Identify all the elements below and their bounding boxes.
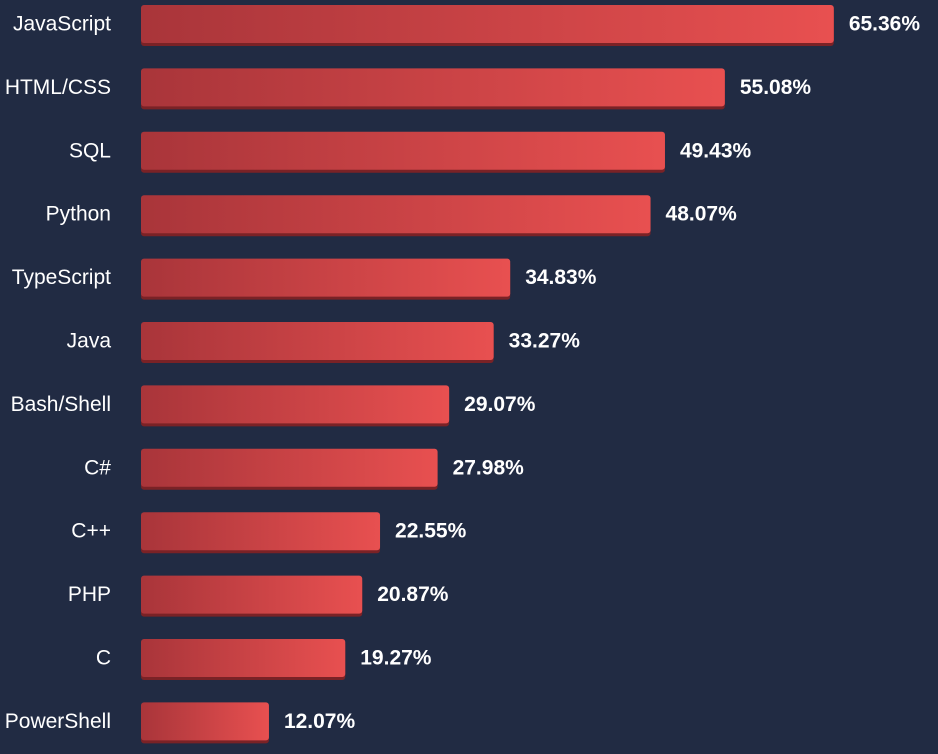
bar-row: C++ 22.55% [71, 512, 467, 554]
bar [141, 5, 834, 43]
bar-row: JavaScript 65.36% [13, 5, 920, 46]
value-label: 48.07% [666, 203, 738, 226]
bar [141, 639, 346, 677]
bar [141, 512, 381, 551]
value-label: 20.87% [377, 583, 449, 606]
category-label: C# [84, 456, 111, 479]
value-label: 65.36% [849, 13, 921, 36]
bar [141, 575, 363, 614]
category-label: HTML/CSS [5, 76, 111, 99]
bar [141, 258, 511, 297]
bars-group: JavaScript 65.36% HTML/CSS 55.08% SQL 49.43% P… [5, 5, 920, 744]
category-label: PowerShell [5, 710, 111, 733]
value-label: 12.07% [284, 710, 356, 733]
category-label: PHP [68, 583, 111, 606]
bar-row: Python 48.07% [46, 195, 738, 237]
bar [141, 195, 651, 234]
value-label: 29.07% [464, 393, 536, 416]
bar-row: Bash/Shell 29.07% [11, 385, 536, 427]
bar-row: TypeScript 34.83% [12, 258, 597, 300]
bar-row: PowerShell 12.07% [5, 702, 356, 744]
value-label: 19.27% [360, 647, 432, 670]
category-label: C [96, 647, 111, 670]
category-label: SQL [69, 139, 111, 162]
value-label: 33.27% [509, 330, 581, 353]
bar-row: SQL 49.43% [69, 131, 752, 173]
value-label: 27.98% [453, 456, 525, 479]
bar-row: Java 33.27% [67, 322, 581, 363]
bar [141, 322, 494, 360]
bar [141, 448, 438, 487]
bar [141, 68, 725, 107]
value-label: 22.55% [395, 520, 467, 543]
bar [141, 702, 269, 741]
bar-row: HTML/CSS 55.08% [5, 68, 812, 110]
bar [141, 131, 665, 170]
bar [141, 385, 450, 424]
bar-row: C# 27.98% [84, 448, 525, 490]
category-label: Python [46, 203, 111, 226]
category-label: Bash/Shell [11, 393, 111, 416]
category-label: JavaScript [13, 13, 111, 36]
category-label: C++ [71, 520, 111, 543]
category-label: Java [67, 330, 112, 353]
value-label: 34.83% [525, 266, 597, 289]
value-label: 49.43% [680, 139, 752, 162]
category-label: TypeScript [12, 266, 111, 289]
value-label: 55.08% [740, 76, 812, 99]
bar-row: C 19.27% [96, 639, 432, 680]
bar-row: PHP 20.87% [68, 575, 449, 617]
